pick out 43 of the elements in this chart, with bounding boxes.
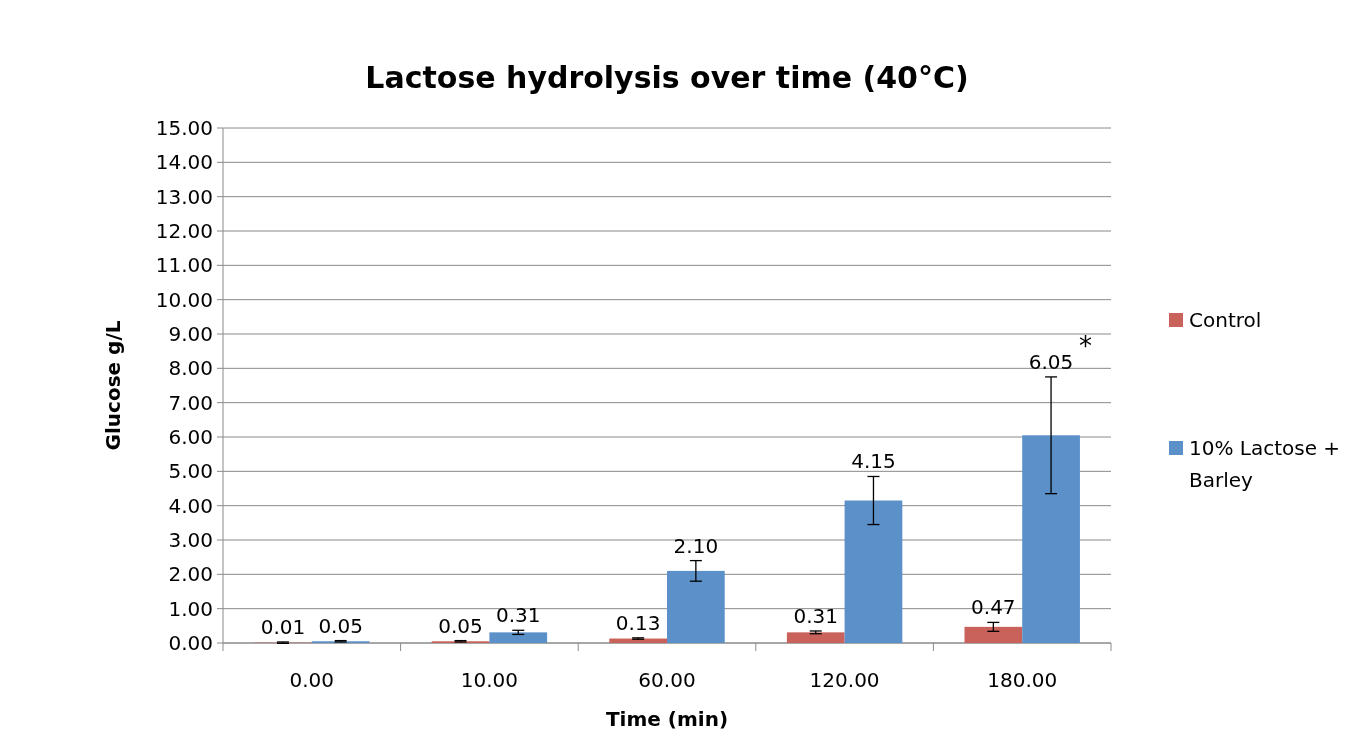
y-tick-label: 4.00 <box>168 493 213 518</box>
data-label: 0.31 <box>793 603 839 628</box>
y-tick-label: 15.00 <box>155 116 213 140</box>
y-tick-label: 12.00 <box>155 219 213 243</box>
annotation: * <box>1079 330 1093 361</box>
data-label: 0.01 <box>260 614 306 639</box>
data-label: 6.05 <box>1028 349 1074 374</box>
x-axis-title: Time (min) <box>605 707 729 731</box>
x-tick-label: 10.00 <box>460 668 519 692</box>
y-tick-label: 14.00 <box>155 150 213 175</box>
x-tick-label: 60.00 <box>638 668 696 692</box>
data-label: 0.47 <box>971 595 1016 620</box>
data-label: 2.10 <box>673 533 719 558</box>
bar <box>786 632 845 643</box>
y-tick-label: 2.00 <box>168 562 213 587</box>
bar <box>667 570 725 643</box>
y-tick-label: 8.00 <box>168 356 213 381</box>
y-axis-title: Glucose g/L <box>101 320 125 451</box>
bar <box>1022 435 1080 643</box>
data-label: 4.15 <box>851 449 896 474</box>
bar <box>964 626 1023 643</box>
legend-label: 10% Lactose + Barley <box>1189 436 1341 492</box>
y-tick-label: 7.00 <box>168 390 213 415</box>
data-label: 0.05 <box>318 613 363 638</box>
y-tick-label: 0.00 <box>168 631 213 655</box>
x-tick-label: 120.00 <box>809 668 880 692</box>
data-label: 0.13 <box>615 610 661 635</box>
x-tick-label: 180.00 <box>987 668 1058 692</box>
chart-title: Lactose hydrolysis over time (40°C) <box>365 60 969 95</box>
data-label: 0.05 <box>438 613 483 638</box>
x-tick-label: 0.00 <box>289 668 335 692</box>
y-tick-label: 13.00 <box>155 184 213 209</box>
y-tick-label: 9.00 <box>168 322 213 346</box>
legend-label: Control <box>1189 308 1262 332</box>
data-label: 0.31 <box>495 603 541 628</box>
bar <box>844 500 903 643</box>
y-tick-label: 1.00 <box>168 596 213 621</box>
y-tick-label: 6.00 <box>168 425 213 449</box>
y-tick-label: 5.00 <box>168 459 213 484</box>
bar <box>489 632 548 643</box>
y-tick-label: 11.00 <box>155 253 213 278</box>
y-tick-label: 10.00 <box>155 287 213 312</box>
y-tick-label: 3.00 <box>168 528 213 552</box>
